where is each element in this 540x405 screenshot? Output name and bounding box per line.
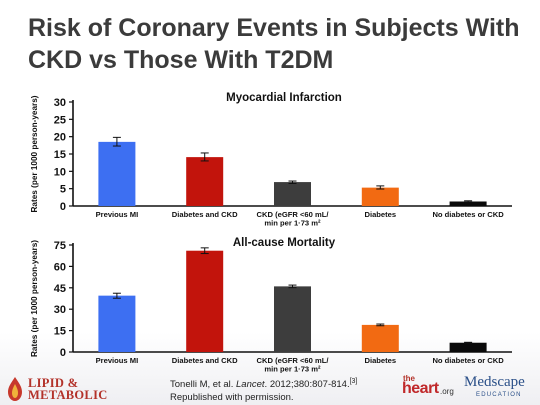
y-tick-label: 5 [60, 184, 66, 196]
bar [361, 324, 399, 352]
category-label: No diabetes or CKD [432, 356, 504, 365]
error-bar [464, 341, 473, 344]
error-bar [112, 292, 121, 299]
category-label: CKD (eGFR <60 mL/ [257, 356, 330, 365]
y-axis-label: Rates (per 1000 person-years) [30, 240, 39, 357]
slide-title-line-1: Risk of Coronary Events in Subjects With [28, 14, 520, 42]
slide-title: Risk of Coronary Events in Subjects With… [28, 12, 528, 76]
category-label: Previous MI [96, 210, 139, 219]
error-bar [112, 136, 121, 147]
y-tick-label: 0 [60, 201, 66, 213]
y-tick-label: 25 [54, 114, 66, 126]
bar [274, 286, 311, 352]
myocardial-infarction-chart: Myocardial Infarction Rates (per 1000 per… [30, 92, 512, 228]
y-tick-label: 20 [54, 132, 66, 144]
y-tick-label: 30 [54, 304, 66, 316]
error-bar [376, 323, 385, 327]
category-label: Previous MI [96, 356, 139, 365]
error-bar [288, 180, 297, 184]
y-tick-label: 30 [54, 97, 66, 109]
medscape-education-logo: Medscape EDUCATION [464, 374, 536, 402]
y-tick-label: 15 [54, 326, 66, 338]
medscape-logo-name: Medscape [464, 374, 525, 390]
category-label: Diabetes [364, 356, 396, 365]
error-bar [200, 247, 209, 255]
theheart-logo-org: .org [440, 387, 454, 396]
y-tick-label: 45 [54, 283, 66, 295]
bar [98, 141, 136, 206]
theheart-logo: the heart .org [402, 374, 458, 402]
all-cause-mortality-chart: All-cause Mortality Rates (per 1000 perso… [30, 237, 512, 374]
lipid-metabolic-wordmark: LIPID & METABOLIC [28, 376, 108, 402]
error-bar [464, 200, 473, 203]
slide-title-line-2: CKD vs Those With T2DM [28, 46, 334, 74]
error-bar [288, 284, 297, 289]
citation-journal: Lancet [236, 379, 265, 391]
citation-line-1: Tonelli M, et al. Lancet. 2012;380:807-8… [170, 375, 357, 391]
citation-reference: [3] [349, 378, 358, 385]
bar [186, 250, 224, 352]
chart-title: All-cause Mortality [233, 237, 336, 249]
category-label: Diabetes and CKD [172, 210, 238, 219]
y-axis-label: Rates (per 1000 person-years) [30, 95, 39, 212]
bar [274, 182, 311, 206]
category-label: Diabetes and CKD [172, 356, 238, 365]
bar [361, 187, 399, 206]
y-tick-label: 60 [54, 261, 66, 273]
category-label: No diabetes or CKD [432, 210, 504, 219]
theheart-logo-the: the [403, 374, 415, 383]
medscape-logo-education: EDUCATION [476, 392, 522, 398]
lipid-metabolic-line-1: LIPID & [28, 376, 79, 390]
theheart-logo-word: heart [402, 380, 439, 397]
error-bar [200, 152, 209, 162]
y-tick-label: 15 [54, 149, 66, 161]
bar [449, 342, 487, 352]
y-tick-label: 75 [54, 240, 66, 252]
bar [98, 295, 136, 352]
citation-details: . 2012;380:807-814. [264, 379, 350, 391]
lipid-metabolic-line-2: METABOLIC [28, 388, 108, 402]
category-label: CKD (eGFR <60 mL/ [257, 210, 330, 219]
y-tick-label: 10 [54, 166, 66, 178]
bar [186, 157, 224, 206]
y-tick-label: 0 [60, 347, 66, 359]
citation-line-2: Republished with permission. [170, 392, 294, 404]
slide-footer: LIPID & METABOLIC Tonelli M, et al. Lanc… [0, 368, 540, 405]
lipid-metabolic-mark-icon [8, 377, 22, 401]
citation-authors: Tonelli M, et al. [170, 379, 234, 391]
category-label: min per 1·73 m² [264, 365, 321, 374]
chart-title: Myocardial Infarction [226, 92, 342, 104]
lipid-metabolic-logo: LIPID & METABOLIC [6, 376, 126, 402]
citation: Tonelli M, et al. Lancet. 2012;380:807-8… [170, 375, 357, 404]
bar [449, 201, 487, 206]
category-label: min per 1·73 m² [264, 219, 321, 228]
category-label: Diabetes [364, 210, 396, 219]
error-bar [376, 185, 385, 190]
